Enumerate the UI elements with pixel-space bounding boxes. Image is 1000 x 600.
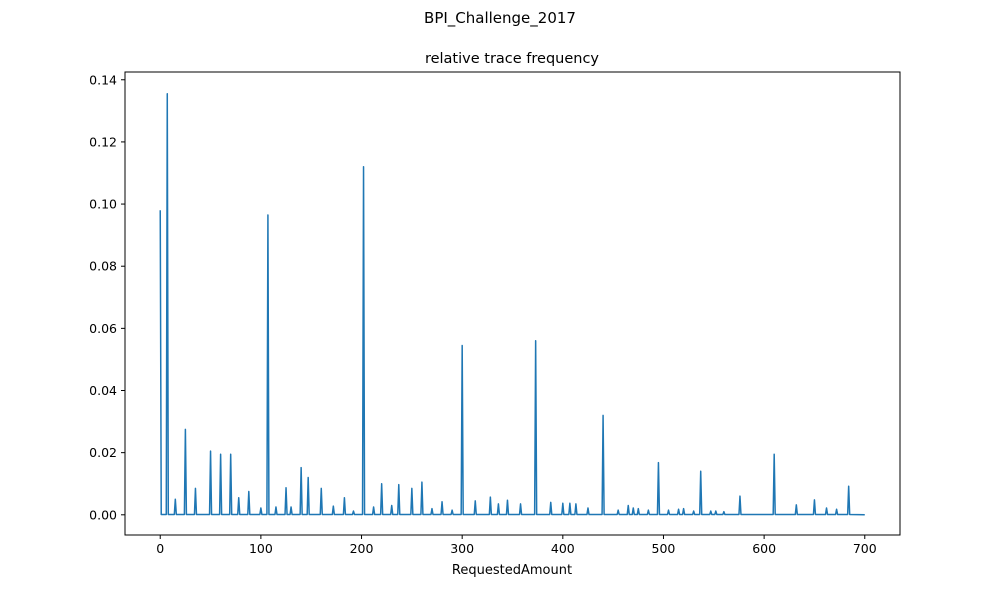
y-tick-label: 0.00	[89, 507, 117, 522]
series-line	[159, 93, 865, 516]
chart-suptitle: BPI_Challenge_2017	[424, 9, 576, 28]
axes: 0 100 200 300 400 500 600 700 0.00 0.02 0.04 0.06 0.…	[89, 72, 877, 556]
x-tick-label: 500	[652, 541, 676, 556]
x-tick-label: 400	[551, 541, 575, 556]
y-tick-label: 0.02	[89, 445, 117, 460]
x-tick-label: 200	[350, 541, 374, 556]
y-tick-label: 0.12	[89, 134, 117, 149]
axes-frame	[124, 71, 901, 536]
x-tick-label: 300	[450, 541, 474, 556]
x-tick-label: 700	[853, 541, 877, 556]
plot-area	[159, 93, 865, 516]
x-tick-label: 600	[752, 541, 776, 556]
chart-title: relative trace frequency	[425, 51, 599, 67]
x-axis-label: RequestedAmount	[452, 563, 572, 578]
x-tick-label: 100	[249, 541, 273, 556]
y-tick-label: 0.04	[89, 383, 117, 398]
y-tick-label: 0.14	[89, 72, 117, 87]
x-tick-label: 0	[156, 541, 164, 556]
y-tick-label: 0.06	[89, 321, 117, 336]
y-tick-label: 0.10	[89, 197, 117, 212]
y-tick-label: 0.08	[89, 259, 117, 274]
